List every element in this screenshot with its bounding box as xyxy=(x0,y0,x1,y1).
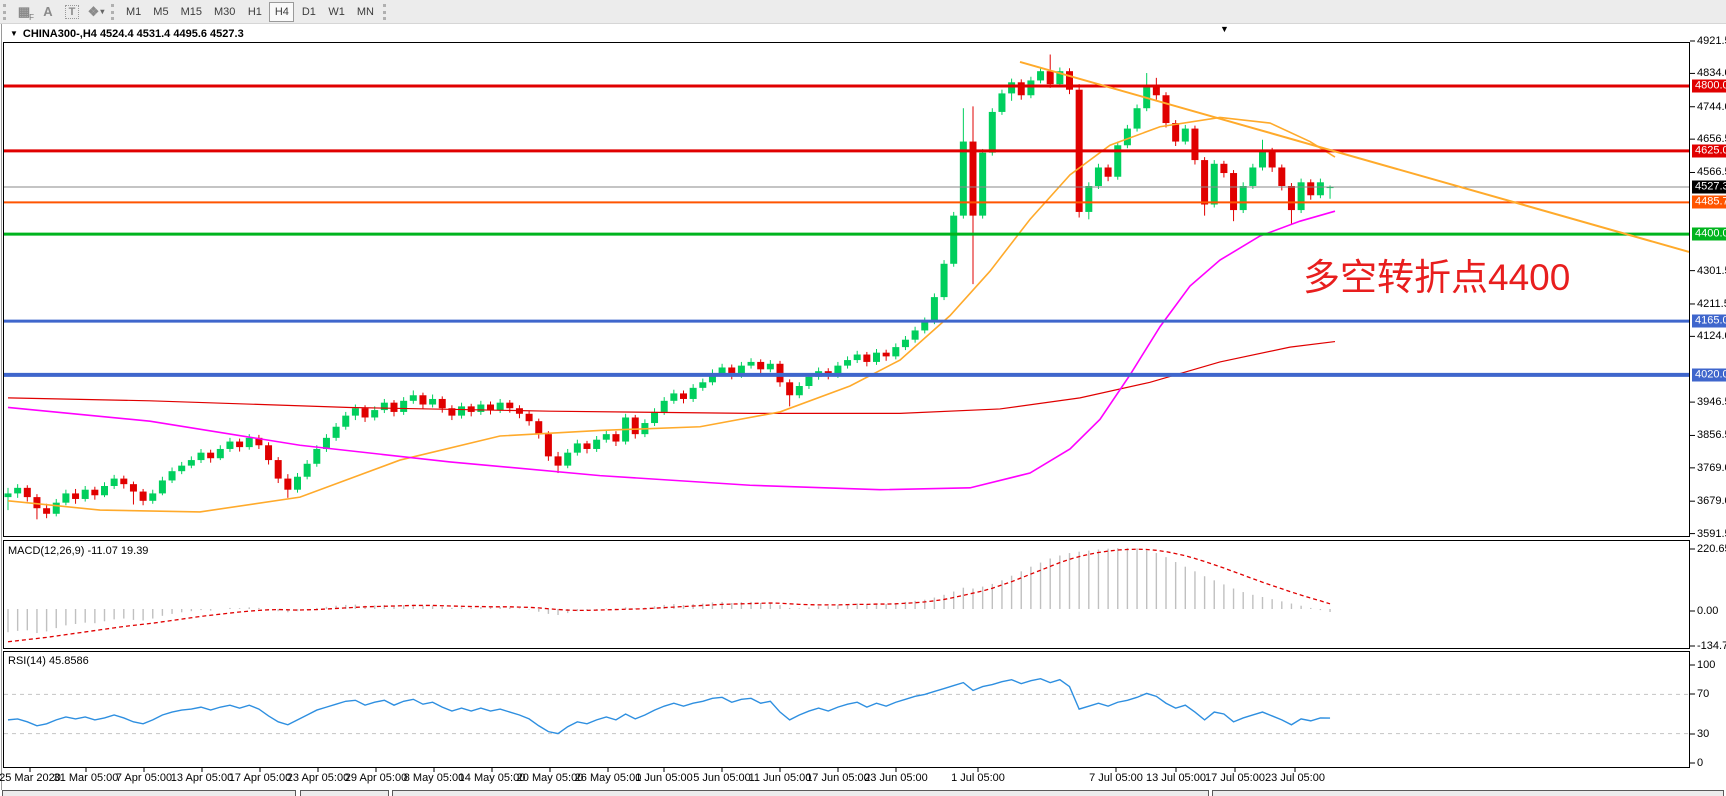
descending-trendline xyxy=(1019,60,1689,253)
price-axis-label: 4656.5 xyxy=(1697,133,1726,146)
price-axis-label: 3946.5 xyxy=(1697,396,1726,409)
horizontal-lines xyxy=(4,60,1689,377)
price-axis-badge: 4165.0 xyxy=(1692,314,1726,328)
chart-text-annotation: 多空转折点4400 xyxy=(1303,257,1571,298)
date-axis-label: 17 Apr 05:00 xyxy=(228,772,292,784)
price-axis-badge: 4800.0 xyxy=(1692,79,1726,93)
date-axis-label: 5 Jun 05:00 xyxy=(693,772,751,784)
price-axis-label: 3769.0 xyxy=(1697,461,1726,474)
macd-axis-label: 220.65 xyxy=(1697,543,1726,555)
timeframe-button-m15[interactable]: M15 xyxy=(180,5,202,18)
symbol-ohlc-text: CHINA300-,H4 4524.4 4531.4 4495.6 4527.3 xyxy=(22,27,244,40)
date-axis-label: 11 Jun 05:00 xyxy=(748,772,812,784)
price-axis-label: 3591.5 xyxy=(1697,527,1726,540)
price-axis-label: 4211.5 xyxy=(1697,297,1726,310)
price-axis-label: 4566.5 xyxy=(1697,166,1726,179)
price-axis-label: 4921.5 xyxy=(1697,35,1726,47)
timeframe-button-d1[interactable]: D1 xyxy=(301,5,316,18)
date-axis-label: 13 Apr 05:00 xyxy=(170,772,234,784)
rsi-panel-content xyxy=(7,677,1331,735)
docked-panel-edge[interactable] xyxy=(1212,790,1724,796)
colors-tool-icon[interactable]: ❖ ▾ xyxy=(87,3,105,19)
toolbar-drag-handle[interactable] xyxy=(382,3,388,20)
price-axis-badge: 4020.0 xyxy=(1692,368,1726,382)
top-toolbar: ▦ F A T ❖ ▾ M1 M5 M15 M30 H1 H4 D1 W1 MN xyxy=(0,0,1726,24)
moving-averages xyxy=(7,116,1336,513)
rsi-axis-label: 30 xyxy=(1697,728,1710,740)
timeframe-button-h4[interactable]: H4 xyxy=(269,1,295,22)
date-axis-label: 17 Jul 05:00 xyxy=(1205,772,1265,784)
text-tool-icon[interactable]: A xyxy=(43,4,53,19)
date-axis-label: 13 Jul 05:00 xyxy=(1146,772,1206,784)
chevron-down-icon[interactable]: ▼ xyxy=(10,29,18,38)
price-axis-badge: 4527.3 xyxy=(1692,180,1726,194)
docked-panel-edge[interactable] xyxy=(300,790,389,796)
rsi-axis-label: 0 xyxy=(1697,757,1704,769)
macd-axis-label: 0.00 xyxy=(1697,605,1719,617)
toolbar-drag-handle[interactable] xyxy=(111,3,116,20)
price-axis-label: 4834.0 xyxy=(1697,67,1726,80)
price-axis-label: 4744.0 xyxy=(1697,100,1726,113)
date-axis-label: 20 May 05:00 xyxy=(516,772,584,784)
price-axis-badge: 4485.7 xyxy=(1692,195,1726,209)
text-label-tool-icon[interactable]: T xyxy=(61,2,83,22)
price-axis-label: 4124.0 xyxy=(1697,330,1726,343)
macd-axis-label: -134.76 xyxy=(1697,640,1726,652)
date-axis-label: 7 Apr 05:00 xyxy=(115,772,173,784)
chart-shift-marker-icon[interactable]: ▼ xyxy=(1220,24,1229,34)
timeframe-button-m5[interactable]: M5 xyxy=(153,5,169,18)
price-axis-label: 3856.5 xyxy=(1697,429,1726,442)
date-axis-label: 31 Mar 05:00 xyxy=(53,772,119,784)
price-axis-badge: 4625.0 xyxy=(1692,144,1726,158)
docked-panel-edge[interactable] xyxy=(392,790,1209,796)
toolbar-drag-handle[interactable] xyxy=(3,3,8,20)
date-axis-label: 23 Jul 05:00 xyxy=(1265,772,1325,784)
candles xyxy=(4,54,1334,520)
date-axis-label: 7 Jul 05:00 xyxy=(1089,772,1143,784)
price-axis-badge: 4400.0 xyxy=(1692,227,1726,241)
date-axis-label: 1 Jul 05:00 xyxy=(951,772,1005,784)
price-axis-label: 3679.0 xyxy=(1697,495,1726,508)
rsi-axis-label: 100 xyxy=(1697,659,1716,671)
timeframe-button-h1[interactable]: H1 xyxy=(247,5,262,18)
date-axis-label: 29 Apr 05:00 xyxy=(344,772,408,784)
date-axis-label: 1 Jun 05:00 xyxy=(635,772,693,784)
chart-header[interactable]: ▼ CHINA300-,H4 4524.4 4531.4 4495.6 4527… xyxy=(2,26,1688,41)
date-axis-label: 14 May 05:00 xyxy=(458,772,526,784)
timeframe-button-w1[interactable]: W1 xyxy=(328,5,345,18)
date-axis-label: 17 Jun 05:00 xyxy=(806,772,870,784)
macd-panel-content xyxy=(7,547,1331,643)
timeframe-button-m30[interactable]: M30 xyxy=(213,5,236,18)
date-axis-label: 25 Mar 2020 xyxy=(0,772,61,784)
date-axis-label: 8 May 05:00 xyxy=(403,772,465,784)
rsi-indicator-label: RSI(14) 45.8586 xyxy=(8,655,89,667)
date-axis-label: 26 May 05:00 xyxy=(574,772,642,784)
docked-panel-edge[interactable] xyxy=(2,790,296,796)
timeframe-group: M1 M5 M15 M30 H1 H4 D1 W1 MN xyxy=(120,1,380,22)
date-axis-label: 23 Apr 05:00 xyxy=(286,772,350,784)
timeframe-button-mn[interactable]: MN xyxy=(356,5,374,18)
rsi-axis-label: 70 xyxy=(1697,688,1710,700)
rsi-level-lines xyxy=(4,693,1689,735)
macd-indicator-label: MACD(12,26,9) -11.07 19.39 xyxy=(8,545,149,557)
drawing-tools-group: ▦ F A T ❖ ▾ xyxy=(12,2,108,22)
grid-f-tool-icon[interactable]: ▦ F xyxy=(17,3,34,22)
date-axis-label: 23 Jun 05:00 xyxy=(864,772,928,784)
timeframe-button-m1[interactable]: M1 xyxy=(126,5,142,18)
price-axis-label: 4301.5 xyxy=(1697,264,1726,277)
